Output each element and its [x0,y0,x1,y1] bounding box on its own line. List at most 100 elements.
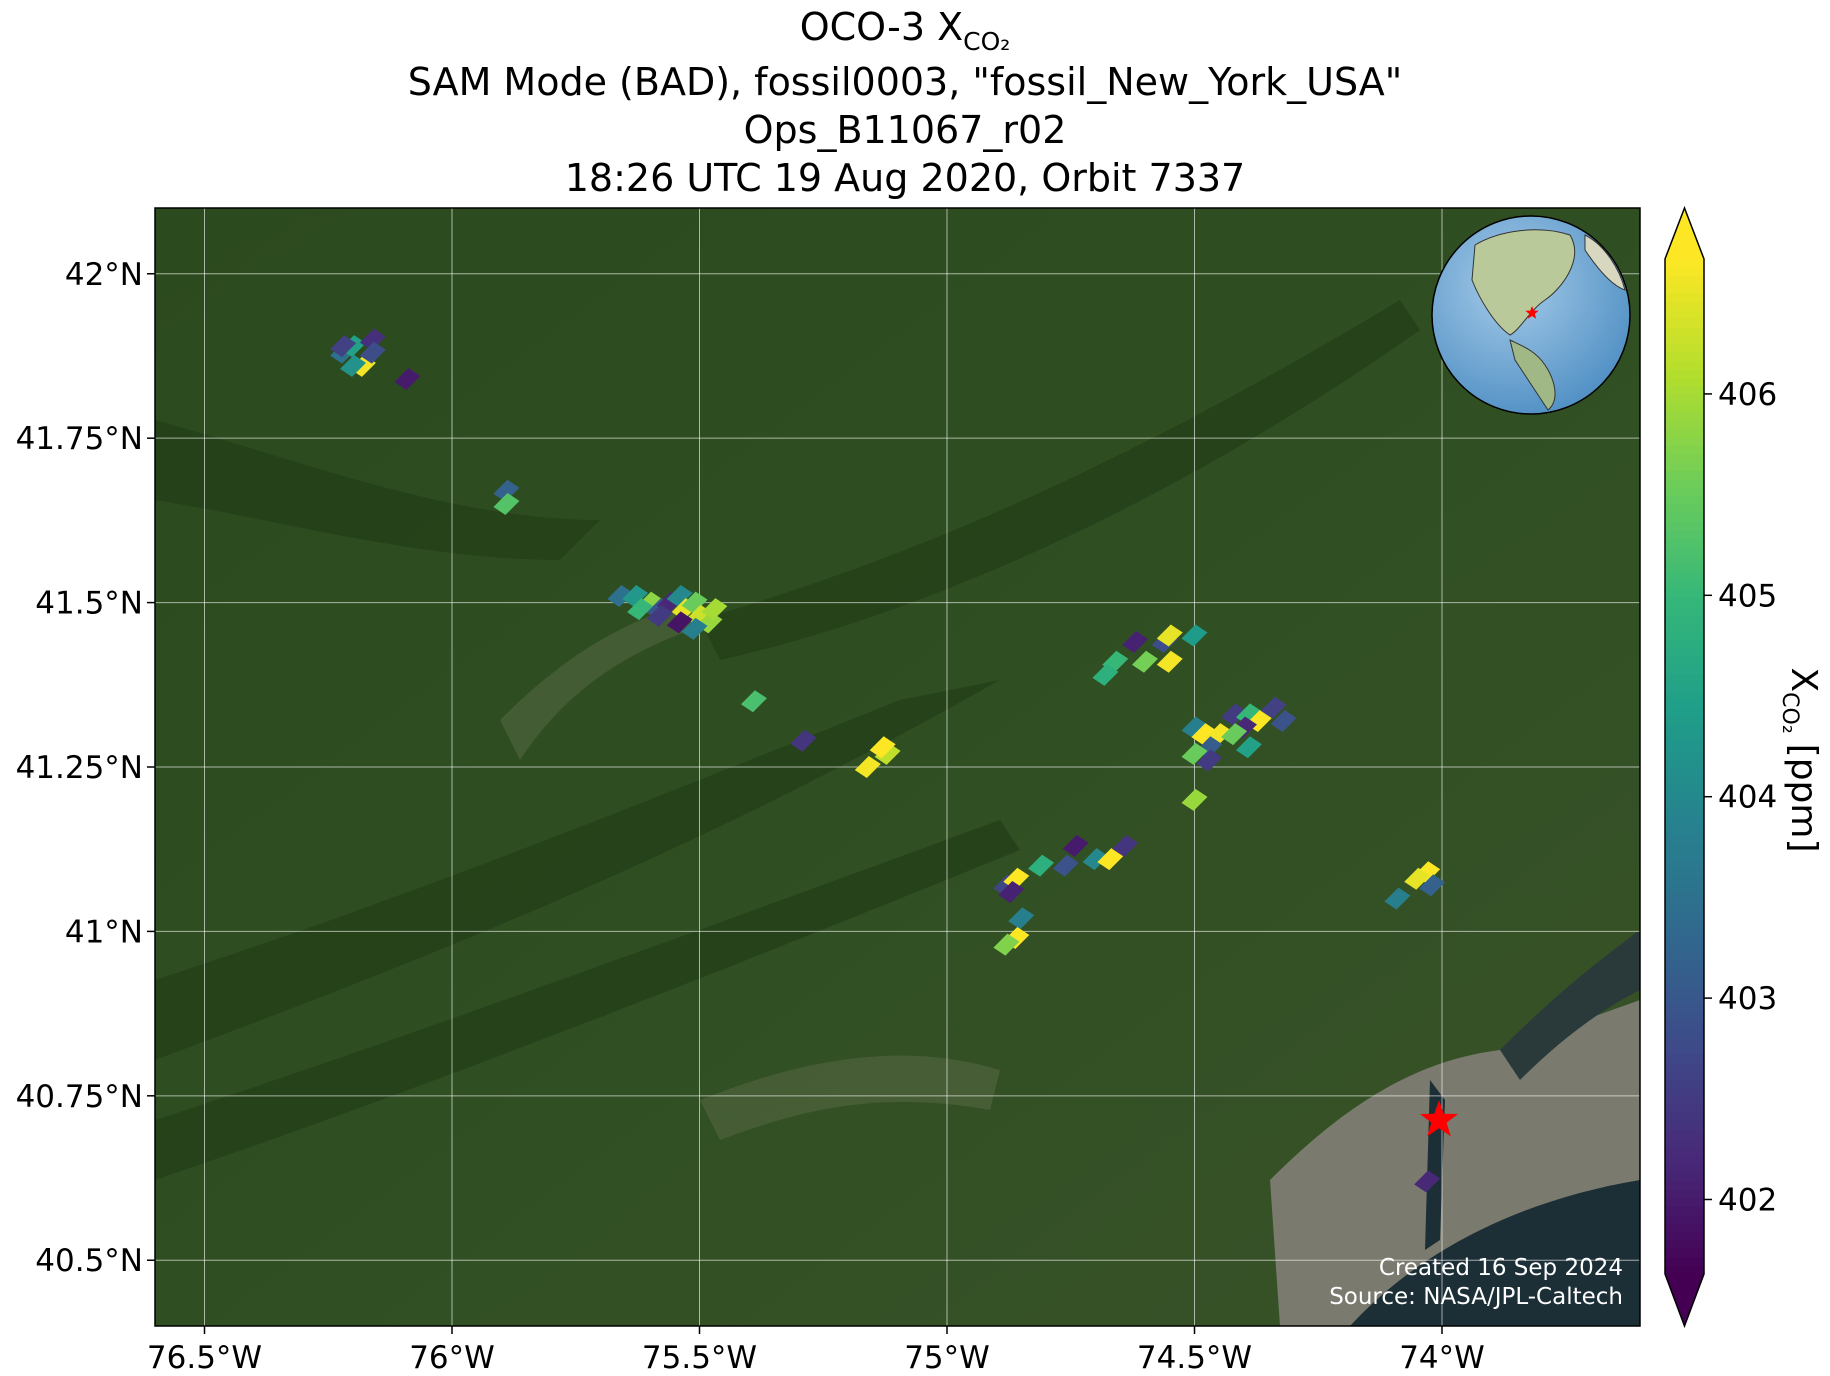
colorbar-segment [1665,698,1704,708]
colorbar-segment [1665,487,1704,497]
colorbar-segment [1665,1197,1704,1207]
sounding [627,598,654,621]
colorbar-tick-label: 402 [1718,1182,1777,1218]
colorbar-segment [1665,817,1704,827]
sounding [1156,650,1183,673]
colorbar-segment [1665,783,1704,793]
y-tick-label: 41°N [65,914,143,950]
colorbar-segment [1665,495,1704,505]
colorbar-segment [1665,259,1704,269]
sounding [1196,749,1223,772]
sounding [666,585,693,608]
colorbar-segment [1665,1087,1704,1097]
chart-subtitle: Ops_B11067_r02 [744,108,1067,152]
colorbar-segment [1665,470,1704,480]
sounding [1052,854,1079,877]
title-text: OCO-3 X [800,5,963,49]
colorbar-segment [1665,977,1704,988]
colorbar-segment [1665,275,1704,285]
colorbar-segment [1665,1037,1704,1047]
chart-title: OCO-3 XCO₂ [800,5,1011,56]
sounding [666,611,693,634]
colorbar-segment [1665,1138,1704,1148]
colorbar-segment [1665,1155,1704,1165]
colorbar-segment [1665,859,1704,869]
sounding [1097,848,1124,871]
colorbar-segment [1665,555,1704,565]
colorbar-segment [1665,800,1704,810]
sounding [1419,874,1446,897]
sounding [1221,723,1248,746]
annotation: Created 16 Sep 2024 [1379,1255,1623,1281]
sounding [681,617,708,640]
colorbar-segment [1665,394,1704,404]
colorbar-segment [1665,732,1704,742]
colorbar-segment [1665,1130,1704,1140]
colorbar-segment [1665,1189,1704,1199]
soundings [330,328,1446,1193]
colorbar-extend-max [1665,208,1704,259]
colorbar-segment [1665,834,1704,844]
sounding [1404,867,1431,890]
colorbar-segment [1665,986,1704,996]
sounding [854,756,881,778]
sounding [646,604,673,627]
colorbar-segment [1665,893,1704,903]
sounding [1221,703,1248,726]
x-tick-label: 74°W [1399,1340,1485,1376]
colorbar-segment [1665,1113,1704,1123]
sounding [622,585,649,608]
sounding [1191,723,1218,746]
colorbar-segment [1665,994,1704,1004]
colorbar-segment [1665,724,1704,734]
colorbar-segment [1665,918,1704,928]
x-tick-label: 75.5°W [642,1340,757,1376]
colorbar-segment [1665,842,1704,852]
title-subscript: CO₂ [963,27,1010,56]
colorbar-segment [1665,419,1704,429]
sounding [330,335,357,358]
sounding [1235,736,1262,759]
annotation: Source: NASA/JPL-Caltech [1329,1284,1623,1310]
colorbar-tick-label: 405 [1718,578,1777,614]
colorbar-segment [1665,791,1704,801]
colorbar-segment [1665,1096,1704,1106]
colorbar-segment [1665,1028,1704,1038]
sounding [1270,709,1297,732]
sounding [1122,631,1149,654]
colorbar-segment [1665,605,1704,615]
y-tick-label: 41.5°N [35,586,143,622]
colorbar-segment [1665,1180,1704,1191]
x-tick-label: 75°W [904,1340,990,1376]
colorbar-segment [1665,377,1704,387]
colorbar-segment [1665,927,1704,937]
colorbar-segment [1665,1206,1704,1216]
colorbar-segment [1665,1265,1704,1275]
colorbar-segment [1665,580,1704,590]
colorbar-segment [1665,1062,1704,1072]
sounding [1028,854,1055,877]
sounding [1384,887,1411,910]
grid [155,208,1640,1326]
sounding [740,690,767,713]
colorbar-label-unit: [ppm] [1783,744,1824,853]
colorbar-segment [1665,352,1704,362]
sounding [607,585,634,608]
colorbar-segment [1665,428,1704,438]
sounding [993,933,1020,956]
colorbar-segment [1665,1214,1704,1224]
sounding [998,880,1025,903]
colorbar-segment [1665,952,1704,962]
colorbar-segment [1665,969,1704,979]
colorbar-segment [1665,368,1704,379]
colorbar-extend-min [1665,1274,1704,1326]
colorbar-segment [1665,884,1704,894]
colorbar-label-text: X [1783,667,1824,692]
colorbar-segment [1665,411,1704,421]
colorbar-segment [1665,707,1704,717]
globe-site-marker [1525,306,1539,319]
colorbar-segment [1665,961,1704,971]
sounding [1181,624,1208,647]
sounding [340,354,366,377]
colorbar-segment [1665,1079,1704,1089]
